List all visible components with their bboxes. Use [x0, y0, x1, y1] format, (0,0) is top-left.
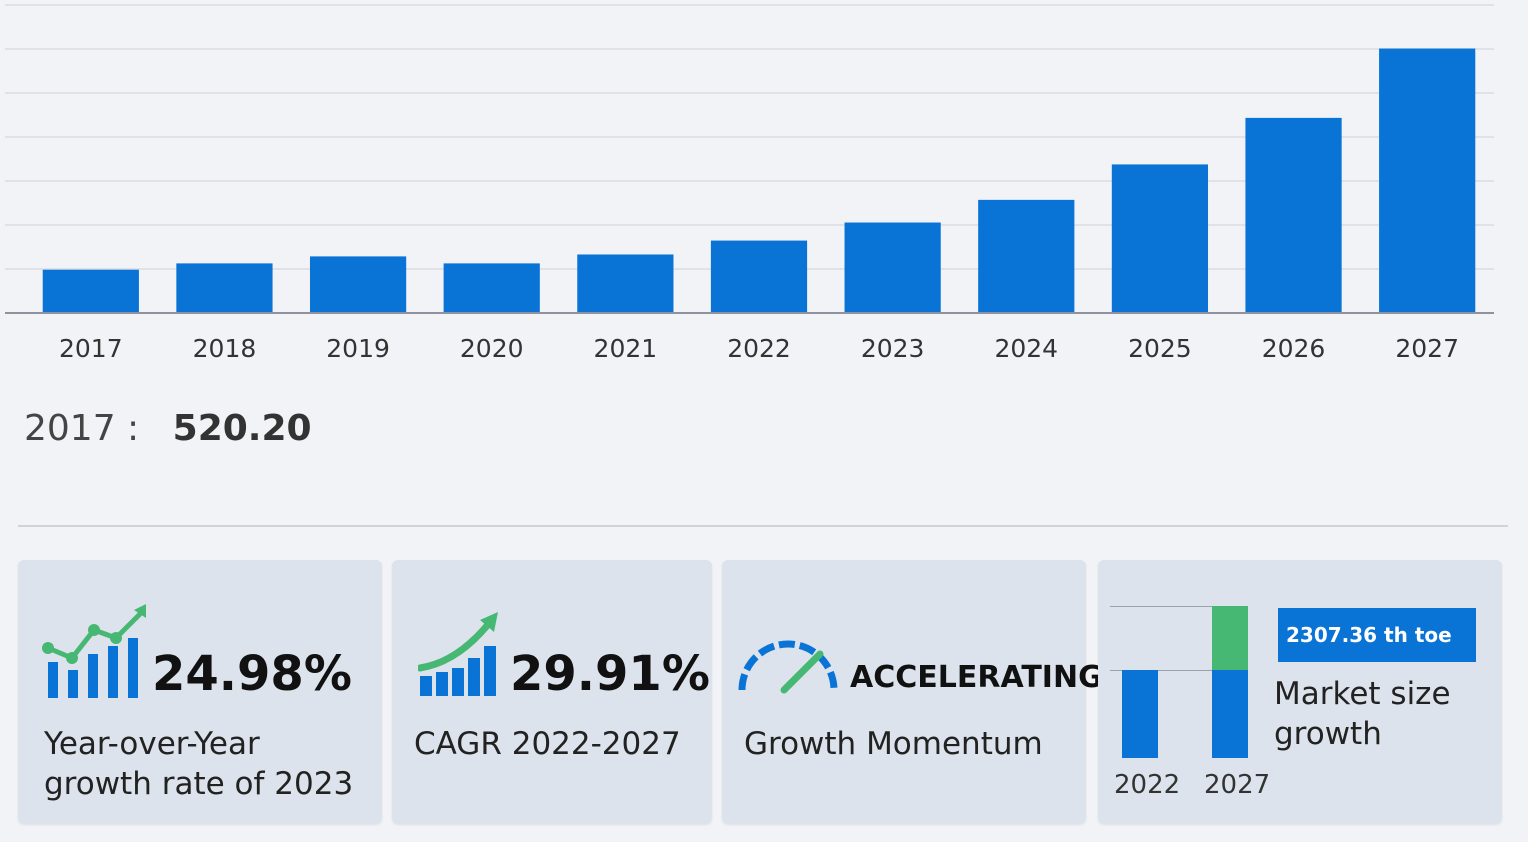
- bars: [42, 48, 1476, 313]
- divider: [18, 525, 1508, 527]
- bar-2027[interactable]: [1379, 48, 1476, 313]
- x-tick-label: 2020: [460, 334, 524, 363]
- mini-gridline-top: [1110, 606, 1248, 607]
- x-tick-label: 2027: [1395, 334, 1459, 363]
- momentum-value: ACCELERATING: [850, 660, 1103, 695]
- bar-2018[interactable]: [176, 263, 273, 313]
- yoy-growth-value: 24.98%: [152, 646, 352, 702]
- cagr-value: 29.91%: [510, 646, 710, 702]
- x-tick-label: 2018: [193, 334, 257, 363]
- cagr-label: CAGR 2022-2027: [414, 726, 681, 762]
- cagr-card: 29.91% CAGR 2022-2027: [392, 560, 712, 824]
- bar-2023[interactable]: [844, 222, 941, 313]
- bar-2019[interactable]: [309, 256, 407, 313]
- bar-chart: 2017 2018 2019 2020 2021 2022 2023 2024 2025 2026…: [5, 4, 1494, 363]
- bar-2017[interactable]: [42, 269, 139, 313]
- x-tick-label: 2025: [1128, 334, 1192, 363]
- yoy-growth-card: 24.98% Year-over-Year growth rate of 202…: [18, 560, 382, 824]
- speedometer-icon: [738, 640, 838, 694]
- market-size-label-line1: Market size: [1274, 676, 1451, 712]
- x-tick-labels: 2017 2018 2019 2020 2021 2022 2023 2024 2025 2026…: [59, 334, 1459, 363]
- momentum-label: Growth Momentum: [744, 726, 1043, 762]
- x-tick-label: 2024: [994, 334, 1058, 363]
- market-size-card: 2022 2027 2307.36 th toe Market size gro…: [1098, 560, 1502, 824]
- mini-bar-2027-increment: [1212, 606, 1248, 670]
- market-size-label-line2: growth: [1274, 716, 1382, 752]
- bar-2025[interactable]: [1111, 164, 1209, 313]
- mini-bar-2027-base: [1212, 670, 1248, 758]
- selected-value: 520.20: [172, 408, 312, 449]
- x-tick-label: 2017: [59, 334, 123, 363]
- cagr-chart-icon: [418, 612, 498, 696]
- grid-lines: [5, 4, 1494, 270]
- bar-2022[interactable]: [710, 240, 808, 313]
- x-tick-label: 2021: [594, 334, 658, 363]
- bar-2020[interactable]: [443, 263, 540, 313]
- x-tick-label: 2022: [727, 334, 791, 363]
- yoy-growth-label-line2: growth rate of 2023: [44, 766, 354, 802]
- market-size-badge: 2307.36 th toe: [1278, 608, 1476, 662]
- selected-year: 2017 :: [24, 408, 140, 449]
- x-tick-label: 2026: [1262, 334, 1326, 363]
- growth-chart-icon: [42, 604, 146, 698]
- bar-2021[interactable]: [577, 254, 674, 313]
- mini-gridline-mid: [1110, 670, 1248, 671]
- mini-year-end: 2027: [1204, 770, 1271, 800]
- growth-momentum-card: ACCELERATING Growth Momentum: [722, 560, 1103, 824]
- selected-point-readout: 2017 : 520.20: [24, 408, 312, 449]
- bar-2024[interactable]: [978, 199, 1075, 313]
- mini-bar-2022: [1122, 670, 1158, 758]
- x-tick-label: 2023: [861, 334, 925, 363]
- x-tick-label: 2019: [326, 334, 390, 363]
- bar-2026[interactable]: [1245, 117, 1342, 313]
- mini-year-start: 2022: [1114, 770, 1181, 800]
- yoy-growth-label-line1: Year-over-Year: [44, 726, 260, 762]
